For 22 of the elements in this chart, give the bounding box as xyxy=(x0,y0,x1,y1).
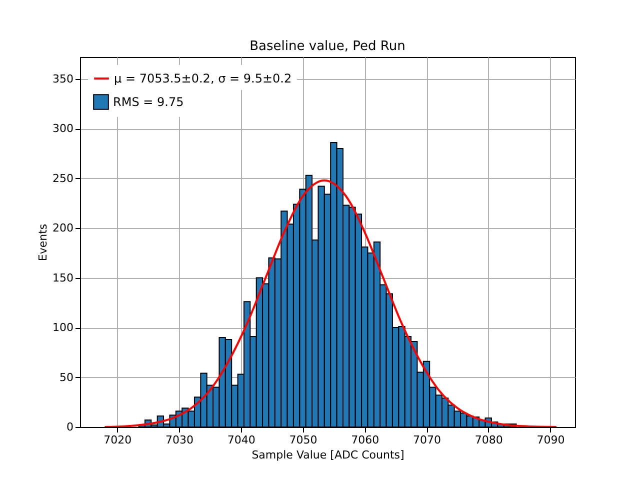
y-tick-label: 50 xyxy=(60,370,74,384)
x-tick-label: 7020 xyxy=(104,434,132,446)
chart-title: Baseline value, Ped Run xyxy=(250,39,406,54)
y-tick-label: 200 xyxy=(52,222,74,235)
y-tick-label: 350 xyxy=(52,72,74,86)
x-tick-label: 7030 xyxy=(166,434,194,446)
x-axis-title: Sample Value [ADC Counts] xyxy=(252,448,404,462)
legend-label: RMS = 9.75 xyxy=(113,95,184,109)
y-tick-label: 150 xyxy=(52,271,74,284)
x-tick-label: 7050 xyxy=(289,434,318,446)
y-tick-label: 250 xyxy=(52,172,74,185)
line-series xyxy=(104,179,558,427)
y-tick-label: 0 xyxy=(66,420,74,434)
y-tick-label: 100 xyxy=(52,321,74,334)
legend-label: μ = 7053.5±0.2, σ = 9.5±0.2 xyxy=(114,72,292,86)
x-tick-label: 7060 xyxy=(351,434,380,446)
y-axis-title: Events xyxy=(36,224,50,262)
x-tick-label: 7070 xyxy=(413,434,441,446)
x-tick-label: 7080 xyxy=(474,434,503,446)
x-tick-label: 7090 xyxy=(536,434,565,446)
x-tick-label: 7040 xyxy=(227,434,256,446)
y-tick-label: 300 xyxy=(52,122,74,136)
